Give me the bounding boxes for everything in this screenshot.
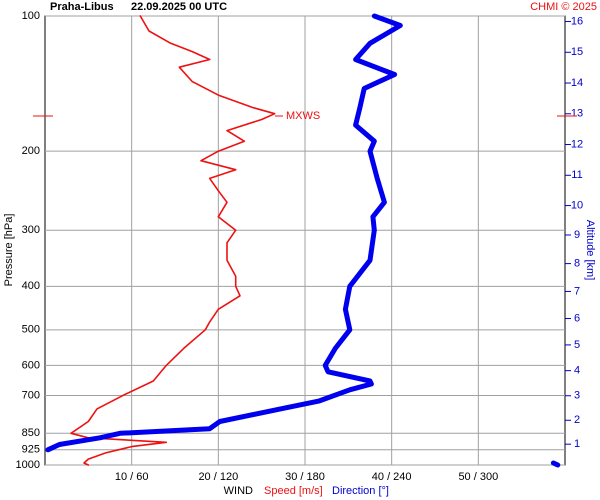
x-tick-label: 40 / 240 bbox=[372, 471, 412, 483]
legend-speed: Speed [m/s] bbox=[264, 485, 323, 497]
chart-subtitle: 22.09.2025 00 UTC bbox=[131, 1, 227, 13]
y-tick-label: 300 bbox=[22, 224, 40, 236]
profile-line bbox=[45, 13, 561, 468]
y2-tick-label: 13 bbox=[571, 108, 583, 120]
y2-tick-label: 6 bbox=[574, 312, 580, 324]
y-tick-label: 700 bbox=[22, 389, 40, 401]
y-tick-label: 1000 bbox=[16, 459, 40, 471]
y2-tick-label: 2 bbox=[574, 414, 580, 426]
y-tick-label: 200 bbox=[22, 145, 40, 157]
y-axis-label: Pressure [hPa] bbox=[3, 214, 15, 287]
chart-title: Praha-Libus bbox=[50, 1, 114, 13]
y2-tick-label: 11 bbox=[571, 169, 582, 181]
y2-tick-label: 9 bbox=[574, 229, 580, 241]
y2-tick-label: 16 bbox=[571, 15, 583, 27]
y2-tick-label: 5 bbox=[574, 339, 580, 351]
y2-tick-label: 14 bbox=[571, 77, 583, 89]
y-tick-label: 925 bbox=[22, 444, 40, 456]
y2-tick-label: 15 bbox=[571, 46, 583, 58]
y2-tick-label: 3 bbox=[574, 390, 580, 402]
x-tick-label: 20 / 120 bbox=[198, 471, 238, 483]
x-tick-label: 50 / 300 bbox=[458, 471, 498, 483]
y2-tick-label: 8 bbox=[574, 258, 580, 270]
y-tick-label: 600 bbox=[22, 359, 40, 371]
y2-tick-label: 7 bbox=[574, 285, 580, 297]
x-tick-label: 10 / 60 bbox=[115, 471, 149, 483]
y2-tick-label: 1 bbox=[574, 438, 580, 450]
profile-line bbox=[70, 15, 276, 466]
x-axis-label: WIND bbox=[224, 485, 253, 497]
x-tick-label: 30 / 180 bbox=[285, 471, 325, 483]
y2-tick-label: 10 bbox=[571, 199, 583, 211]
y2-tick-label: 4 bbox=[574, 365, 580, 377]
y-tick-label: 100 bbox=[22, 10, 40, 22]
legend-direction: Direction [°] bbox=[332, 485, 389, 497]
y-tick-label: 850 bbox=[22, 427, 40, 439]
y2-tick-label: 12 bbox=[571, 138, 583, 150]
mxws-label: MXWS bbox=[286, 110, 320, 122]
source: CHMI © 2025 bbox=[530, 1, 597, 13]
y-tick-label: 400 bbox=[22, 280, 40, 292]
y2-axis-label: Altitude [km] bbox=[584, 220, 596, 281]
y-tick-label: 500 bbox=[22, 324, 40, 336]
